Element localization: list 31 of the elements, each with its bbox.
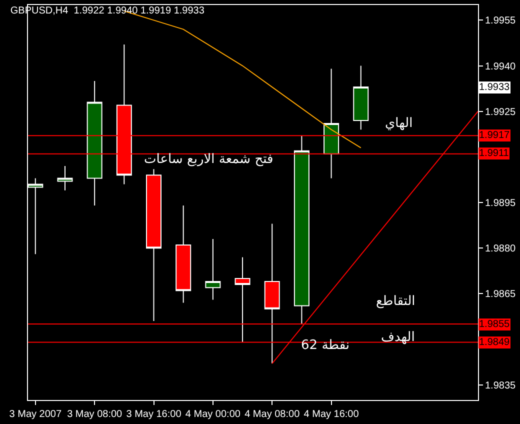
candlestick [353,65,369,130]
x-tick-label: 3 May 08:00 [67,409,123,420]
x-tick-label: 4 May 16:00 [304,409,360,420]
y-tick-label: 1.9940 [485,61,516,72]
annotation: فتح شمعة الاربع ساعات [144,152,274,167]
y-tick-label: 1.9835 [485,380,516,392]
x-tick-label: 3 May 2007 [9,409,62,420]
candlestick [146,168,162,322]
candlestick [324,68,340,179]
y-tick-label: 1.9955 [485,16,516,27]
x-tick-label: 4 May 00:00 [185,409,241,420]
candlestick [294,135,310,325]
annotation: 62 نقطة [301,338,350,353]
x-tick-label: 4 May 08:00 [244,409,300,420]
candlestick [205,238,221,300]
candlestick [176,205,192,304]
annotation: التقاطع [376,294,416,309]
y-tick-label: 1.9895 [485,198,516,209]
y-tick-label: 1.9925 [485,106,516,118]
annotation: 1.9933 [479,82,510,93]
candlestick [86,80,102,206]
annotation: الهاي [385,116,413,131]
y-tick-label: 1.9880 [485,244,516,255]
ref-line-label: 1.9849 [479,337,510,348]
ref-line-label: 1.9917 [479,130,510,141]
ref-line-label: 1.9855 [479,319,510,330]
ref-line-label: 1.9911 [479,148,510,159]
candlestick [57,166,73,191]
annotation: الهدف [381,330,415,345]
y-tick-label: 1.9865 [485,289,516,300]
x-tick-label: 3 May 16:00 [126,409,182,420]
